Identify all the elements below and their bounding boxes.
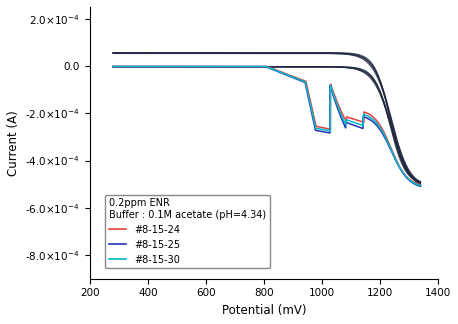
#8-15-24	[110, 64, 116, 68]
#8-15-24	[241, 64, 247, 68]
#8-15-25	[241, 64, 247, 68]
#8-15-30	[418, 184, 423, 188]
#8-15-30	[145, 64, 151, 68]
#8-15-30	[379, 128, 384, 132]
#8-15-25	[379, 130, 384, 133]
#8-15-30	[412, 181, 417, 185]
#8-15-24	[228, 64, 234, 68]
Line: #8-15-25: #8-15-25	[113, 66, 420, 186]
#8-15-25	[412, 182, 417, 186]
#8-15-25	[145, 64, 151, 68]
Line: #8-15-24: #8-15-24	[113, 66, 420, 185]
#8-15-24	[164, 64, 169, 68]
#8-15-30	[164, 64, 169, 68]
#8-15-25	[110, 64, 116, 68]
#8-15-24	[145, 64, 151, 68]
Legend: #8-15-24, #8-15-25, #8-15-30: #8-15-24, #8-15-25, #8-15-30	[105, 194, 270, 269]
#8-15-30	[241, 64, 247, 68]
#8-15-24	[412, 180, 417, 184]
#8-15-24	[418, 183, 423, 187]
#8-15-30	[228, 64, 234, 68]
#8-15-24	[379, 125, 384, 129]
#8-15-25	[164, 64, 169, 68]
#8-15-30	[110, 64, 116, 68]
#8-15-25	[228, 64, 234, 68]
#8-15-25	[418, 184, 423, 188]
X-axis label: Potential (mV): Potential (mV)	[222, 304, 306, 317]
Y-axis label: Current (A): Current (A)	[7, 110, 20, 176]
Line: #8-15-30: #8-15-30	[113, 66, 420, 186]
